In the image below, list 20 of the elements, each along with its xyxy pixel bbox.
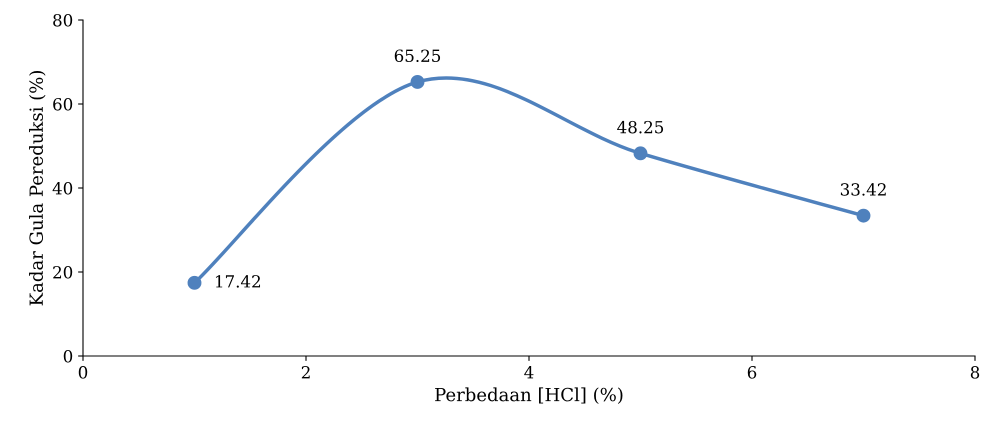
data-label: 33.42 bbox=[840, 183, 886, 196]
y-tick-label: 80 bbox=[53, 14, 72, 27]
point bbox=[188, 276, 202, 290]
data-label: 65.25 bbox=[394, 49, 440, 62]
x-tick-label: 4 bbox=[524, 366, 534, 378]
x-axis-title: Perbedaan [HCl] (%) bbox=[435, 387, 622, 404]
x-tick-label: 2 bbox=[302, 366, 310, 378]
y-tick-label: 20 bbox=[53, 266, 72, 279]
x-tick-label: 8 bbox=[970, 366, 980, 379]
x-tick-label: 6 bbox=[748, 366, 756, 379]
point bbox=[634, 146, 648, 160]
x-tick-label: 0 bbox=[78, 366, 88, 379]
y-tick-label: 40 bbox=[52, 182, 72, 195]
point bbox=[410, 75, 424, 89]
point bbox=[856, 208, 870, 223]
y-axis-title: Kadar Gula Pereduksi (%) bbox=[29, 71, 46, 306]
y-tick-label: 60 bbox=[53, 98, 72, 111]
y-tick-label: 0 bbox=[64, 350, 72, 363]
data-label: 48.25 bbox=[617, 120, 664, 134]
data-label: 17.42 bbox=[216, 275, 260, 288]
